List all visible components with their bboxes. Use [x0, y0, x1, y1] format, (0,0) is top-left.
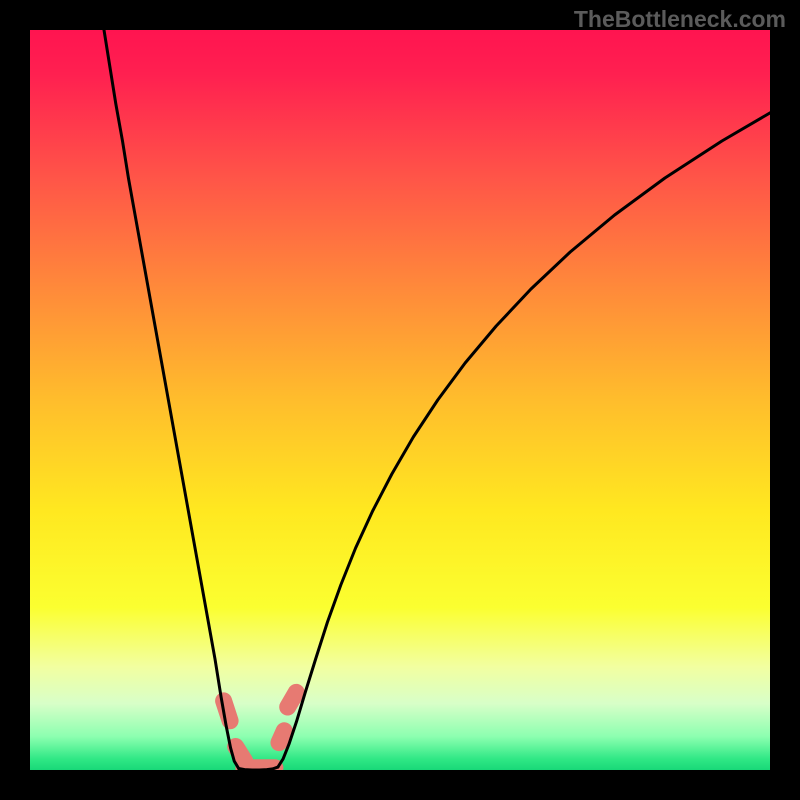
attribution-label: TheBottleneck.com — [574, 6, 786, 33]
chart-frame: TheBottleneck.com — [0, 0, 800, 800]
curve-left_branch — [104, 30, 239, 769]
chart-svg — [30, 30, 770, 770]
curve-right_branch — [278, 113, 770, 767]
plot-area — [30, 30, 770, 770]
